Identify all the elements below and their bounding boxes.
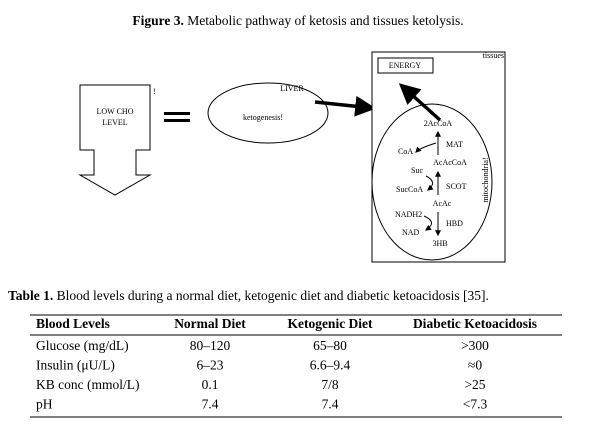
cell: pH: [36, 397, 53, 412]
metabolite: AcAcCoA: [433, 158, 467, 167]
figure-label: Figure 3.: [132, 13, 184, 28]
metabolite: 3HB: [432, 239, 447, 248]
arrow: [423, 215, 432, 231]
header-cell: Diabetic Ketoacidosis: [413, 316, 537, 331]
energy-label: ENERGY: [389, 61, 422, 70]
arrow: [425, 175, 434, 191]
metabolite: AcAc: [433, 199, 452, 208]
cofactor: CoA: [398, 147, 413, 156]
energy-arrow: [398, 83, 442, 122]
cell: 0.1: [202, 377, 219, 392]
low-cho-label: LOW CHO: [97, 107, 134, 116]
energy-box: [377, 57, 434, 74]
cell: 6–23: [197, 358, 224, 373]
enzyme: MAT: [446, 140, 463, 149]
cell: >300: [461, 338, 489, 353]
cell: Glucose (mg/dL): [36, 338, 129, 353]
cell: 7/8: [321, 377, 339, 392]
cell: KB conc (mmol/L): [36, 377, 139, 392]
liver-ellipse: [207, 82, 329, 144]
header-cell: Blood Levels: [36, 316, 110, 331]
liver-label: LIVER: [280, 84, 304, 93]
cell: 65–80: [313, 338, 347, 353]
cell: >25: [464, 377, 485, 392]
tissues-label: tissues: [483, 51, 504, 60]
table-caption: Table 1. Blood levels during a normal di…: [8, 288, 489, 303]
cofactor: Suc: [411, 166, 423, 175]
cell: <7.3: [463, 397, 488, 412]
exclamation: !: [153, 87, 156, 96]
equals: [164, 119, 190, 122]
low-cho-label: LEVEL: [102, 118, 127, 127]
metabolite: 2AcCoA: [424, 119, 453, 128]
table-label: Table 1.: [8, 288, 53, 303]
ketogenesis-label: ketogenesis!: [243, 113, 283, 122]
cofactor: SucCoA: [396, 185, 423, 194]
table: Blood Levels Normal Diet Ketogenic Diet Dia…: [36, 316, 537, 412]
cell: 80–120: [190, 338, 231, 353]
mitochondria-label: mitochondria!: [481, 157, 490, 202]
table-text: Blood levels during a normal diet, ketog…: [57, 288, 489, 303]
enzyme: SCOT: [446, 182, 467, 191]
cell: ≈0: [468, 358, 482, 373]
cofactor: NADH2: [395, 210, 422, 219]
cell: 7.4: [202, 397, 219, 412]
cell: 6.6–9.4: [310, 358, 351, 373]
figure-text: Metabolic pathway of ketosis and tissues…: [187, 13, 463, 28]
header-cell: Ketogenic Diet: [287, 316, 373, 331]
cell: Insulin (μU/L): [36, 358, 115, 373]
enzyme: HBD: [446, 219, 463, 228]
low-cho-arrow: [78, 84, 152, 196]
liver-arrow: [314, 95, 377, 117]
cofactor: NAD: [402, 228, 420, 237]
figure-caption: Figure 3. Metabolic pathway of ketosis a…: [132, 13, 463, 28]
cell: 7.4: [322, 397, 339, 412]
equals: [164, 112, 190, 115]
arrow: [415, 142, 437, 153]
header-cell: Normal Diet: [174, 316, 246, 331]
